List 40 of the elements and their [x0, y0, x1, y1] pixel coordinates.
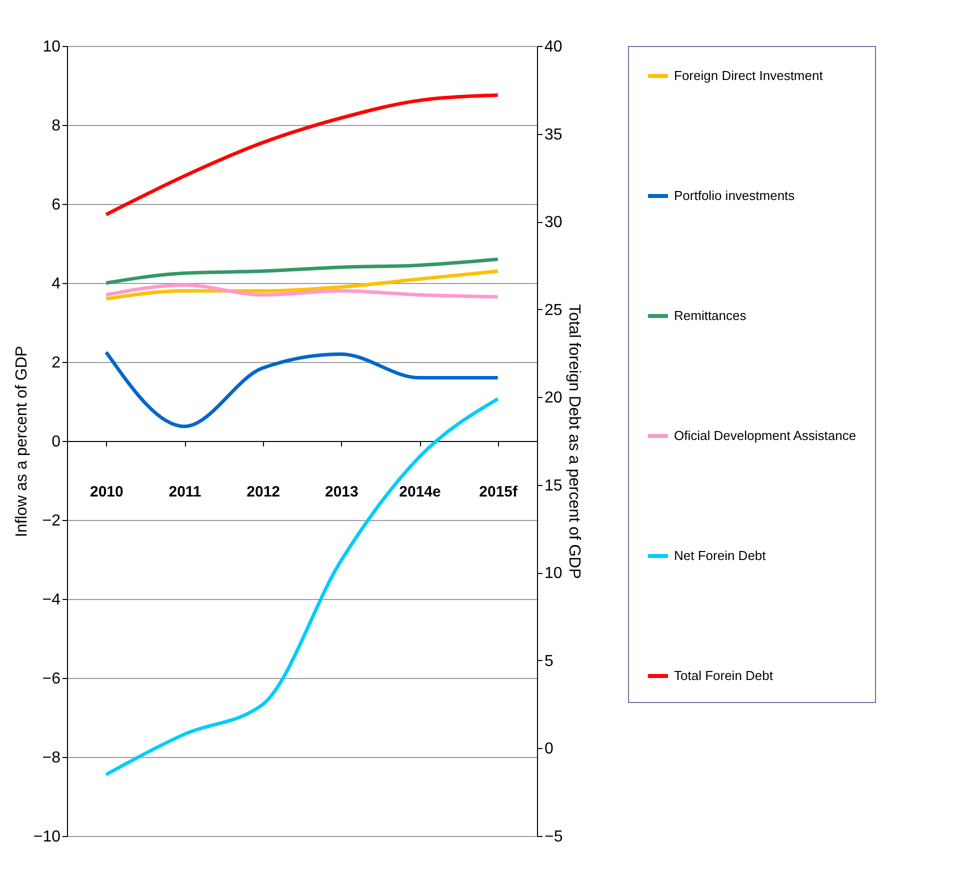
legend-label: Oficial Development Assistance: [674, 428, 856, 443]
y-tick-label: −8: [42, 750, 61, 766]
y2-tick-label: 5: [544, 652, 554, 670]
y2-tick-label: 0: [544, 740, 554, 758]
y2-tick-label: 15: [544, 477, 562, 494]
y-tick-label: 8: [52, 118, 61, 134]
x-tick-label: 2014e: [399, 484, 441, 500]
y-tick-label: 2: [52, 354, 61, 372]
legend-label: Remittances: [674, 308, 747, 323]
line-series: [104, 93, 500, 216]
y-tick-label: −6: [42, 670, 61, 688]
y-tick-label: −10: [33, 828, 61, 846]
y-tick-label: 0: [52, 434, 61, 450]
x-tick-label: 2011: [168, 484, 202, 500]
y-tick-label: 10: [42, 38, 61, 56]
y2-tick-label: 35: [544, 126, 562, 144]
y-tick-label: −4: [42, 592, 61, 608]
x-tick-label: 2010: [90, 484, 124, 500]
x-tick-label: 2015f: [479, 484, 519, 500]
y-tick-label: 6: [52, 196, 61, 214]
line-series: [104, 269, 500, 301]
x-tick-label: 2013: [324, 484, 358, 500]
y-tick-label: 4: [52, 276, 61, 292]
line-series: [104, 258, 500, 285]
y-tick-label: −2: [42, 512, 61, 530]
y2-tick-label: −5: [544, 828, 563, 846]
line-series: [104, 283, 500, 299]
legend-label: Foreign Direct Investment: [674, 68, 824, 83]
y-axis-title: Inflow as a percent of GDP: [13, 346, 30, 538]
y2-tick-label: 20: [544, 390, 562, 407]
y2-axis-title: Total foreign Debt as a percent of GDP: [566, 304, 583, 579]
x-tick-label: 2012: [246, 484, 280, 500]
y2-tick-label: 40: [544, 38, 562, 56]
y2-tick-label: 30: [544, 214, 562, 232]
line-series: [104, 350, 500, 428]
legend-label: Total Forein Debt: [674, 668, 774, 683]
legend-label: Net Forein Debt: [674, 548, 766, 563]
y2-tick-label: 25: [544, 302, 562, 319]
y2-tick-label: 10: [544, 565, 562, 582]
legend-label: Portfolio investments: [674, 188, 796, 203]
